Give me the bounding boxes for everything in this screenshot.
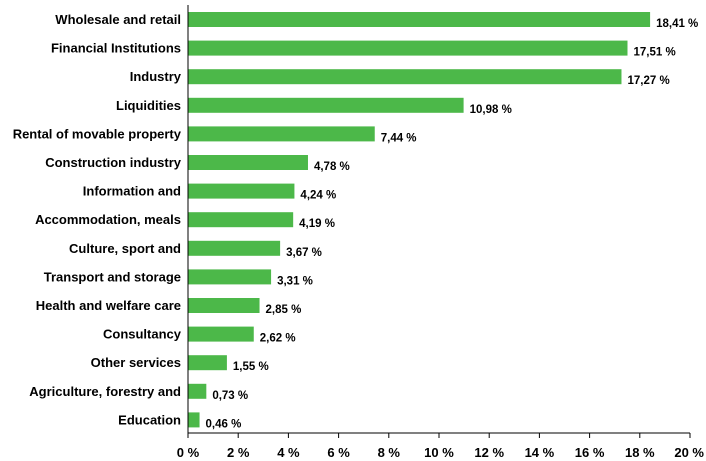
x-tick-label-9: 18 % (625, 445, 655, 460)
category-label-10: Health and welfare care (36, 298, 181, 313)
bar-2 (188, 69, 622, 85)
bar-11 (188, 326, 254, 342)
category-label-0: Wholesale and retail (55, 12, 181, 27)
category-label-3: Liquidities (116, 98, 181, 113)
bars-group (188, 12, 651, 428)
category-label-11: Consultancy (103, 327, 182, 342)
bar-0 (188, 12, 651, 27)
category-label-12: Other services (91, 355, 181, 370)
x-tick-label-7: 14 % (525, 445, 555, 460)
bar-7 (188, 212, 294, 228)
category-label-2: Industry (130, 69, 182, 84)
data-label-4: 7,44 % (381, 132, 417, 144)
x-tick-label-6: 12 % (474, 445, 504, 460)
data-label-14: 0,46 % (206, 418, 242, 430)
x-tick-label-8: 16 % (575, 445, 605, 460)
data-label-6: 4,24 % (300, 190, 336, 202)
data-label-8: 3,67 % (286, 247, 322, 259)
bar-3 (188, 97, 464, 113)
category-label-8: Culture, sport and (69, 241, 181, 256)
x-tick-label-10: 20 % (674, 445, 704, 460)
bar-1 (188, 40, 628, 56)
bar-14 (188, 412, 200, 428)
bar-9 (188, 269, 272, 285)
category-label-13: Agriculture, forestry and (29, 384, 181, 399)
bar-4 (188, 126, 375, 142)
data-label-2: 17,27 % (627, 75, 669, 87)
x-tick-label-0: 0 % (177, 445, 200, 460)
bar-12 (188, 355, 227, 371)
bar-8 (188, 240, 281, 256)
category-label-14: Education (118, 412, 181, 427)
category-label-5: Construction industry (45, 155, 182, 170)
bar-13 (188, 383, 207, 399)
x-tick-label-5: 10 % (424, 445, 454, 460)
x-tick-label-4: 8 % (378, 445, 401, 460)
data-label-9: 3,31 % (277, 275, 313, 287)
data-label-12: 1,55 % (233, 361, 269, 373)
data-label-0: 18,41 % (656, 18, 698, 30)
category-label-7: Accommodation, meals (35, 212, 181, 227)
category-label-4: Rental of movable property (13, 126, 182, 141)
data-label-5: 4,78 % (314, 161, 350, 173)
bar-10 (188, 298, 260, 313)
data-label-11: 2,62 % (260, 333, 296, 345)
x-axis-ticks: 0 % 2 % 4 % 6 % 8 % 10 % 12 % 14 % 16 % 18 % 20 % (177, 433, 704, 460)
category-labels: Wholesale and retail Financial Institutio… (13, 12, 182, 427)
x-tick-label-3: 6 % (327, 445, 350, 460)
data-label-7: 4,19 % (299, 218, 335, 230)
data-label-13: 0,73 % (212, 390, 248, 402)
data-label-1: 17,51 % (634, 47, 676, 59)
category-label-9: Transport and storage (44, 269, 181, 284)
x-tick-label-1: 2 % (227, 445, 250, 460)
category-label-1: Financial Institutions (51, 41, 181, 56)
data-label-10: 2,85 % (266, 304, 302, 316)
bar-5 (188, 155, 308, 170)
data-label-3: 10,98 % (470, 104, 512, 116)
bar-6 (188, 183, 295, 199)
data-labels: 18,41 % 17,51 % 17,27 % 10,98 % 7,44 % 4,78 %… (206, 18, 699, 430)
category-label-6: Information and (83, 184, 181, 199)
x-tick-label-2: 4 % (277, 445, 300, 460)
